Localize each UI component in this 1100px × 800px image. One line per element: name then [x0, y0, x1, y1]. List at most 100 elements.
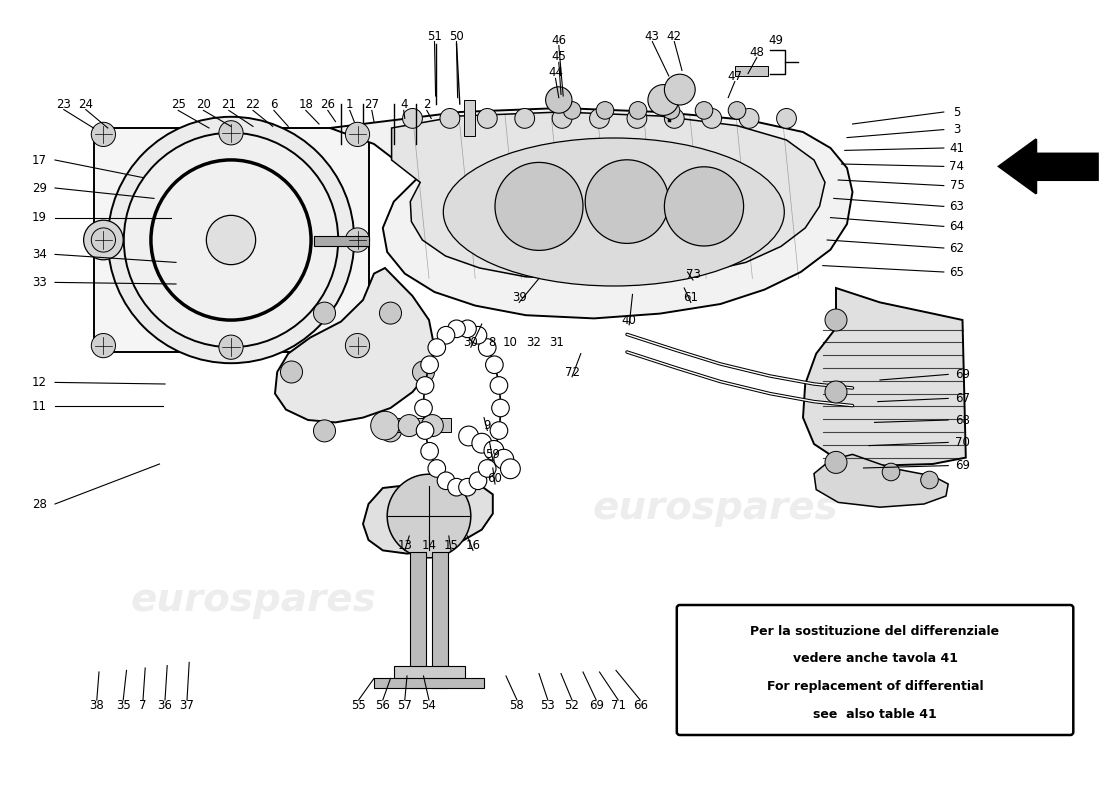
Circle shape	[437, 472, 454, 490]
Circle shape	[219, 335, 243, 359]
Circle shape	[459, 478, 476, 496]
Text: vedere anche tavola 41: vedere anche tavola 41	[792, 653, 957, 666]
Text: 71: 71	[610, 699, 626, 712]
Circle shape	[84, 220, 123, 260]
Polygon shape	[392, 112, 825, 280]
Circle shape	[459, 320, 476, 338]
Text: 68: 68	[955, 414, 970, 426]
Circle shape	[403, 109, 422, 128]
Circle shape	[459, 426, 478, 446]
Text: 57: 57	[397, 699, 412, 712]
Circle shape	[596, 102, 614, 119]
Text: 21: 21	[221, 98, 236, 110]
Text: 32: 32	[526, 336, 541, 349]
Bar	[372, 418, 410, 432]
Text: 49: 49	[768, 34, 783, 46]
Text: For replacement of differential: For replacement of differential	[767, 680, 983, 693]
Text: 16: 16	[465, 539, 481, 552]
Text: 11: 11	[32, 400, 47, 413]
Text: 63: 63	[949, 200, 965, 213]
Circle shape	[485, 356, 503, 374]
Text: 4: 4	[400, 98, 407, 110]
Circle shape	[491, 377, 508, 394]
Circle shape	[280, 361, 302, 383]
Circle shape	[695, 102, 713, 119]
Text: 1: 1	[346, 98, 353, 110]
Polygon shape	[363, 482, 493, 554]
Text: 8: 8	[488, 336, 495, 349]
Text: 48: 48	[749, 46, 764, 58]
Circle shape	[728, 102, 746, 119]
Bar	[412, 418, 451, 432]
Text: 67: 67	[955, 392, 970, 405]
Circle shape	[416, 422, 433, 439]
Circle shape	[345, 334, 370, 358]
Circle shape	[777, 109, 796, 128]
Text: 69: 69	[955, 368, 970, 381]
Circle shape	[882, 463, 900, 481]
Circle shape	[387, 474, 471, 558]
Circle shape	[478, 338, 496, 356]
Circle shape	[494, 450, 514, 469]
Text: 55: 55	[351, 699, 366, 712]
Text: 47: 47	[727, 70, 742, 82]
Polygon shape	[999, 139, 1098, 194]
Text: 33: 33	[32, 276, 47, 289]
Circle shape	[552, 109, 572, 128]
Text: 24: 24	[78, 98, 94, 110]
Text: 44: 44	[548, 66, 563, 78]
Circle shape	[91, 334, 116, 358]
Bar	[94, 128, 368, 352]
Circle shape	[437, 326, 454, 344]
Circle shape	[585, 160, 669, 243]
Text: 10: 10	[503, 336, 518, 349]
Text: 2: 2	[424, 98, 430, 110]
Text: 73: 73	[685, 268, 701, 281]
Circle shape	[448, 320, 465, 338]
Bar	[410, 552, 426, 688]
Circle shape	[371, 411, 399, 440]
Circle shape	[421, 442, 439, 460]
Text: 26: 26	[320, 98, 336, 110]
Circle shape	[379, 302, 401, 324]
Circle shape	[491, 422, 508, 439]
Circle shape	[662, 102, 680, 119]
Circle shape	[478, 460, 496, 478]
Circle shape	[421, 414, 443, 437]
Circle shape	[495, 162, 583, 250]
Bar	[394, 666, 465, 682]
Text: 69: 69	[588, 699, 604, 712]
Text: 61: 61	[683, 291, 698, 304]
Text: eurospares: eurospares	[493, 173, 739, 211]
Circle shape	[124, 133, 338, 347]
Circle shape	[472, 434, 492, 453]
Text: 12: 12	[32, 376, 47, 389]
Circle shape	[345, 228, 370, 252]
Text: 34: 34	[32, 248, 47, 261]
Text: 19: 19	[32, 211, 47, 224]
Circle shape	[664, 74, 695, 105]
Circle shape	[484, 441, 504, 460]
Circle shape	[739, 109, 759, 128]
Text: 27: 27	[364, 98, 380, 110]
Polygon shape	[330, 108, 852, 318]
Text: 15: 15	[443, 539, 459, 552]
Circle shape	[825, 451, 847, 474]
Text: 56: 56	[375, 699, 390, 712]
Text: 5: 5	[954, 106, 960, 118]
Circle shape	[590, 109, 609, 128]
Circle shape	[91, 228, 116, 252]
Text: 58: 58	[509, 699, 525, 712]
Circle shape	[91, 122, 116, 146]
Text: 43: 43	[645, 30, 660, 42]
Circle shape	[470, 326, 487, 344]
Circle shape	[314, 420, 336, 442]
Circle shape	[379, 420, 401, 442]
Text: 28: 28	[32, 498, 47, 510]
Text: 36: 36	[157, 699, 173, 712]
Text: eurospares: eurospares	[130, 305, 376, 343]
Circle shape	[825, 309, 847, 331]
Text: 40: 40	[621, 314, 637, 326]
Circle shape	[563, 102, 581, 119]
Text: 60: 60	[487, 472, 503, 485]
